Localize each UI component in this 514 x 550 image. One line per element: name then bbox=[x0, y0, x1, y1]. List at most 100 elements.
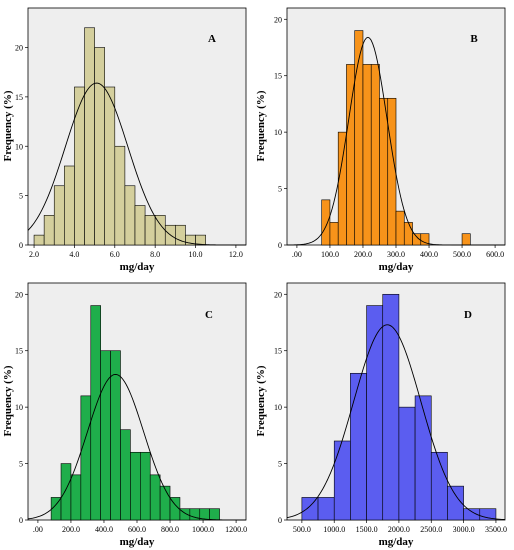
panel-b-ylabel: Frequency (%) bbox=[255, 90, 267, 161]
panel-d-y-ticks: 0 5 10 15 20 bbox=[274, 290, 287, 525]
panel-a-y-ticks: 0 5 10 15 20 bbox=[15, 44, 28, 250]
panel-c-bar bbox=[90, 305, 101, 521]
panel-d-x-tick-label: 1500.0 bbox=[356, 525, 378, 534]
panel-c-x-tick-label: .00 bbox=[33, 525, 43, 534]
panel-d-bar bbox=[447, 485, 464, 521]
panel-c-xlabel: mg/day bbox=[120, 536, 155, 548]
panel-a-bar bbox=[94, 47, 106, 246]
panel-b-bar bbox=[420, 233, 430, 246]
panel-a-y-tick-label: 15 bbox=[15, 93, 23, 102]
panel-b-x-tick-label: 300.0 bbox=[387, 250, 405, 259]
panel-d-x-tick-label: 3000.0 bbox=[453, 525, 475, 534]
panel-b-x-tick-label: 600.0 bbox=[486, 250, 504, 259]
panel-c-label: C bbox=[205, 309, 213, 321]
panel-b: .00 100.0 200.0 300.0 400.0 500.0 600.0 0 5 10 15… bbox=[255, 7, 506, 273]
panel-d-x-tick-label: 2000.0 bbox=[388, 525, 410, 534]
panel-d-y-tick-label: 15 bbox=[274, 347, 282, 356]
panel-d: 500.0 1000.0 1500.0 2000.0 2500.0 3000.0 3500.… bbox=[255, 282, 507, 548]
panel-a-x-tick-label: 12.0 bbox=[229, 250, 243, 259]
panel-b-bar bbox=[395, 210, 405, 246]
panel-c-x-tick-label: 600.0 bbox=[128, 525, 146, 534]
panel-b-bar bbox=[379, 97, 389, 246]
panel-d-x-tick-label: 3500.0 bbox=[485, 525, 507, 534]
panel-a-bar bbox=[84, 27, 95, 246]
panel-a-normal-curve bbox=[27, 82, 246, 246]
panel-b-label: B bbox=[470, 33, 478, 45]
panel-d-bar bbox=[317, 497, 335, 521]
panel-d-bar bbox=[350, 372, 367, 521]
panel-d-y-tick-label: 0 bbox=[278, 516, 282, 525]
panel-d-x-tick-label: 500.0 bbox=[293, 525, 311, 534]
panel-a-bar bbox=[53, 185, 65, 246]
panel-b-xlabel: mg/day bbox=[379, 261, 414, 273]
panel-c-x-tick-label: 800.0 bbox=[161, 525, 179, 534]
panel-a-bars bbox=[33, 27, 206, 246]
panel-b-bar bbox=[354, 30, 364, 246]
panel-b-x-tick-label: .00 bbox=[292, 250, 302, 259]
panel-a-label: A bbox=[208, 33, 216, 45]
panel-b-y-tick-label: 10 bbox=[274, 128, 282, 137]
panel-c-x-ticks: .00 200.0 400.0 600.0 800.0 1000.0 1200.0 bbox=[33, 520, 247, 534]
panel-c-bar bbox=[60, 463, 72, 521]
panel-a: 2.0 4.0 6.0 8.0 10.0 12.0 0 5 10 15 20 A mg/day F… bbox=[2, 7, 247, 273]
panel-b-x-ticks: .00 100.0 200.0 300.0 400.0 500.0 600.0 bbox=[292, 245, 504, 259]
panel-d-bar bbox=[382, 293, 400, 521]
panel-c-x-tick-label: 200.0 bbox=[62, 525, 80, 534]
panel-d-label: D bbox=[464, 309, 472, 321]
panel-b-bar bbox=[370, 64, 380, 246]
panel-d-x-ticks: 500.0 1000.0 1500.0 2000.0 2500.0 3000.0 3500.… bbox=[293, 520, 507, 534]
panel-b-bars bbox=[321, 30, 471, 246]
panel-a-x-tick-label: 4.0 bbox=[69, 250, 79, 259]
panel-d-bar bbox=[430, 451, 448, 521]
panel-c-y-ticks: 0 5 10 15 20 bbox=[15, 290, 28, 525]
panel-a-y-tick-label: 5 bbox=[19, 192, 23, 201]
panel-b-bar bbox=[362, 64, 372, 246]
panel-b-bar bbox=[403, 222, 413, 246]
panel-c-bar bbox=[70, 474, 82, 521]
panel-a-x-ticks: 2.0 4.0 6.0 8.0 10.0 12.0 bbox=[29, 245, 243, 259]
panel-d-xlabel: mg/day bbox=[379, 536, 414, 548]
panel-b-x-tick-label: 500.0 bbox=[453, 250, 471, 259]
panel-a-ylabel: Frequency (%) bbox=[2, 90, 14, 161]
panel-c-bar bbox=[80, 395, 92, 521]
panel-d-bar bbox=[301, 497, 319, 521]
panel-d-bar bbox=[414, 395, 432, 521]
panel-a-y-tick-label: 10 bbox=[15, 142, 23, 151]
panel-b-bar bbox=[337, 131, 347, 246]
panel-a-y-tick-label: 20 bbox=[15, 44, 23, 53]
panel-c-y-tick-label: 5 bbox=[19, 460, 23, 469]
panel-c: .00 200.0 400.0 600.0 800.0 1000.0 1200.0 0 5 10… bbox=[2, 282, 247, 548]
panel-d-y-tick-label: 5 bbox=[278, 460, 282, 469]
panel-b-bar bbox=[329, 222, 339, 246]
panel-c-y-tick-label: 15 bbox=[15, 347, 23, 356]
panel-b-y-tick-label: 20 bbox=[274, 15, 282, 24]
panel-c-bar bbox=[100, 350, 111, 521]
panel-c-ylabel: Frequency (%) bbox=[2, 365, 14, 436]
panel-c-y-tick-label: 20 bbox=[15, 290, 23, 299]
panel-c-bar bbox=[130, 451, 141, 521]
panel-d-bar bbox=[333, 440, 351, 521]
panel-a-bar bbox=[64, 165, 75, 246]
panel-a-x-tick-label: 2.0 bbox=[29, 250, 39, 259]
panel-d-x-tick-label: 2500.0 bbox=[420, 525, 442, 534]
panel-c-y-tick-label: 10 bbox=[15, 403, 23, 412]
panel-c-bar bbox=[149, 474, 161, 521]
panel-d-normal-curve bbox=[286, 324, 506, 521]
panel-d-bar bbox=[479, 508, 497, 521]
panel-b-y-ticks: 0 5 10 15 20 bbox=[274, 15, 287, 250]
panel-c-x-tick-label: 400.0 bbox=[95, 525, 113, 534]
panel-b-x-tick-label: 200.0 bbox=[354, 250, 372, 259]
panel-a-bar bbox=[124, 185, 136, 246]
panel-a-bar bbox=[134, 205, 146, 246]
panel-b-y-tick-label: 15 bbox=[274, 72, 282, 81]
panel-d-ylabel: Frequency (%) bbox=[255, 365, 267, 436]
panel-d-bar bbox=[398, 406, 416, 521]
panel-c-normal-curve bbox=[27, 373, 246, 521]
panel-a-x-tick-label: 6.0 bbox=[110, 250, 120, 259]
panel-a-xlabel: mg/day bbox=[120, 261, 155, 273]
panel-a-bar bbox=[33, 234, 45, 246]
panel-b-y-tick-label: 0 bbox=[278, 241, 282, 250]
panel-c-x-tick-label: 1000.0 bbox=[192, 525, 214, 534]
panel-a-x-tick-label: 8.0 bbox=[150, 250, 160, 259]
